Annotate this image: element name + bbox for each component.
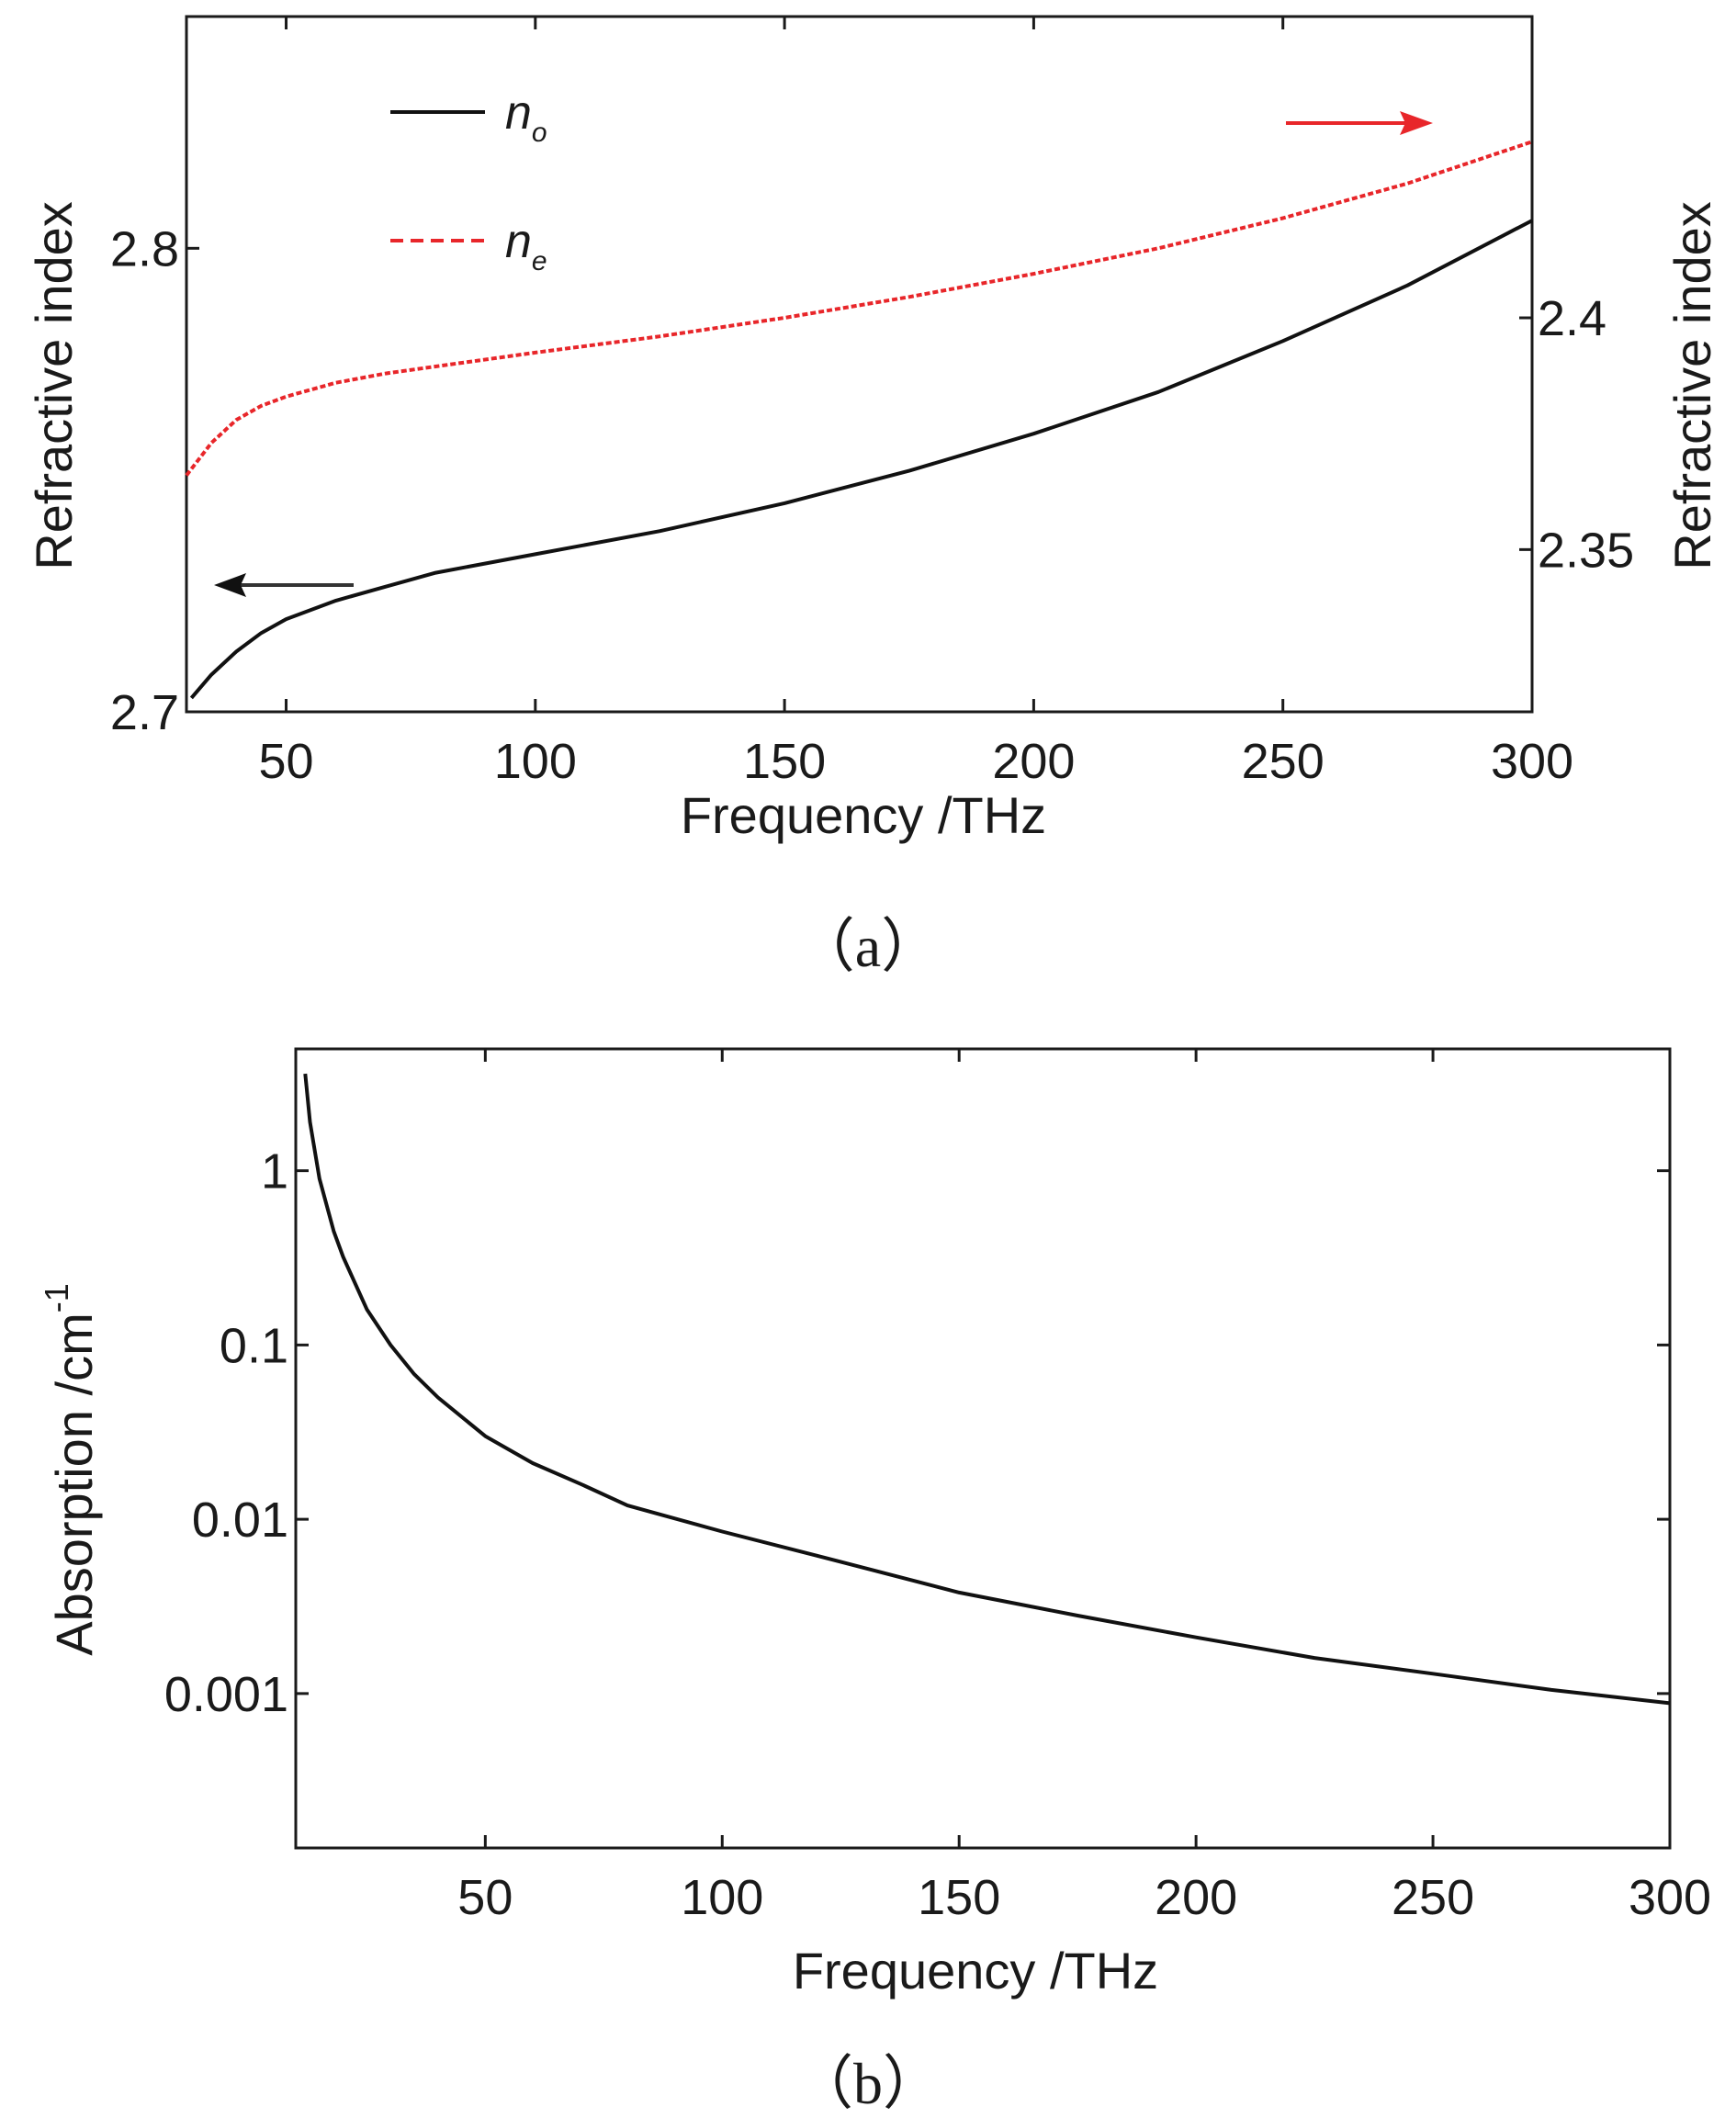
series-line-n_e — [185, 140, 1533, 477]
a-x-tick-label: 150 — [743, 734, 826, 789]
b-x-tick-label: 300 — [1629, 1870, 1711, 1925]
panel-b-x-ticks: 50 100 150 200 250 300 — [457, 1049, 1711, 1925]
b-x-tick-label: 50 — [457, 1870, 513, 1925]
legend-label-ne: ne — [505, 215, 547, 276]
b-x-tick-label: 250 — [1392, 1870, 1474, 1925]
panel-b-x-axis-title: Frequency /THz — [793, 1942, 1158, 2000]
panel-a-right-y-ticks: 2.35 2.4 — [1519, 291, 1634, 578]
panel-a-plot-frame — [185, 15, 1534, 714]
panel-b-absorption: 50 100 150 200 250 300 0.001 0.01 0.1 1 Frequenc… — [38, 1047, 1711, 2116]
panel-a-series — [185, 140, 1533, 700]
arrow-to-left-axis — [214, 573, 354, 597]
series-line-absorption — [303, 1073, 1671, 1706]
panel-b-y-axis-title: Absorption /cm-1 — [38, 1283, 103, 1656]
b-x-tick-label: 200 — [1155, 1870, 1237, 1925]
panel-b-y-ticks: 0.001 0.01 0.1 1 — [164, 1144, 1670, 1722]
a-left-y-tick-label: 2.7 — [110, 685, 179, 740]
a-x-tick-label: 250 — [1242, 734, 1325, 789]
series-line-n_o — [189, 219, 1533, 700]
a-x-tick-label: 100 — [494, 734, 577, 789]
a-x-tick-label: 50 — [258, 734, 313, 789]
b-y-tick-label: 1 — [261, 1144, 288, 1200]
legend-label-no: no — [505, 86, 547, 148]
arrow-to-right-axis — [1286, 111, 1433, 135]
b-x-tick-label: 100 — [681, 1870, 763, 1925]
panel-b-plot-frame — [294, 1047, 1672, 1850]
panel-a-x-ticks: 50 100 150 200 250 300 — [258, 17, 1573, 789]
panel-a-caption: （a） — [796, 914, 940, 979]
panel-a-x-axis-title: Frequency /THz — [681, 786, 1046, 844]
panel-b-caption: （b） — [795, 2051, 941, 2116]
panel-a-left-y-axis-title: Refractive index — [25, 201, 83, 570]
panel-b-series — [303, 1073, 1671, 1706]
panel-a-left-y-ticks: 2.7 2.8 — [110, 221, 199, 740]
b-y-tick-label: 0.001 — [164, 1667, 288, 1722]
a-x-tick-label: 300 — [1491, 734, 1573, 789]
a-x-tick-label: 200 — [992, 734, 1075, 789]
panel-a-legend: no ne — [390, 86, 547, 276]
a-right-y-tick-label: 2.35 — [1538, 523, 1634, 578]
b-x-tick-label: 150 — [918, 1870, 1000, 1925]
a-left-y-tick-label: 2.8 — [110, 221, 179, 276]
b-y-tick-label: 0.01 — [192, 1493, 288, 1548]
panel-a-refractive-index: 50 100 150 200 250 300 2.7 2.8 2.35 2.4 no ne F… — [25, 15, 1721, 979]
b-y-tick-label: 0.1 — [220, 1318, 288, 1373]
panel-a-right-y-axis-title: Refractive index — [1663, 201, 1721, 570]
a-right-y-tick-label: 2.4 — [1538, 291, 1606, 346]
